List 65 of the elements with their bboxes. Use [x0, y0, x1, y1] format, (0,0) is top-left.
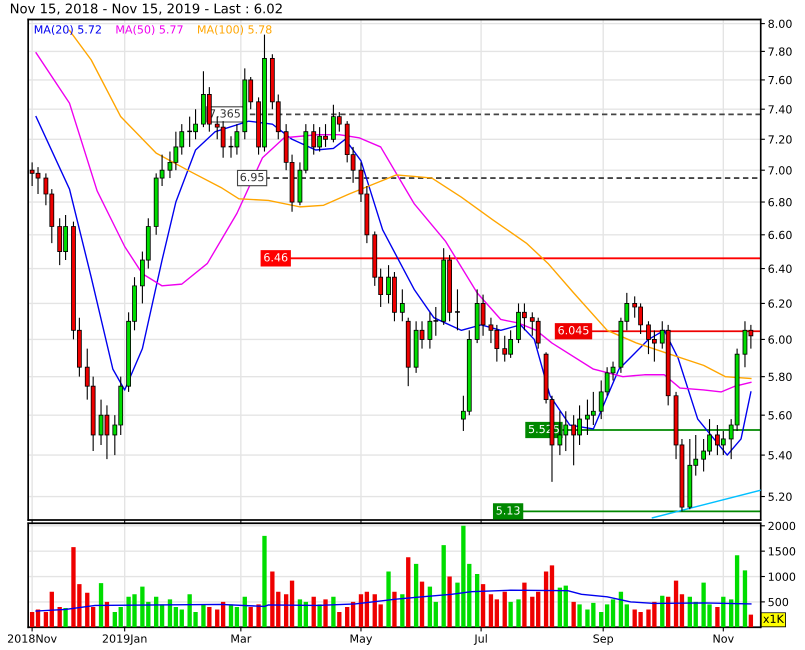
bar	[442, 545, 446, 628]
bar	[400, 594, 404, 628]
x-tick-label: Mar	[231, 634, 252, 643]
y-tick-label: 7.60	[768, 76, 792, 84]
text: MA(20) 5.72	[34, 25, 101, 35]
text: x1K	[763, 614, 784, 623]
chart-title: Nov 15, 2018 - Nov 15, 2019 - Last : 6.02	[10, 3, 282, 15]
bar	[666, 596, 670, 628]
annotation: 6.46	[264, 253, 288, 262]
bar	[63, 608, 68, 628]
bar	[58, 606, 62, 628]
bar	[262, 536, 267, 628]
y-tick-label: 6.20	[768, 299, 792, 308]
y-tick-label: 5.20	[768, 492, 792, 501]
bar	[715, 606, 720, 628]
line-series	[35, 590, 752, 612]
bar	[207, 606, 212, 628]
x-tick-label: 2019Jan	[102, 634, 146, 645]
y-tick-label: 6.00	[768, 335, 792, 344]
y-tick-label: 1500	[768, 547, 796, 556]
y-tick-label: 7.00	[768, 166, 792, 175]
bar	[474, 574, 480, 628]
y-tick-label: 6.60	[768, 230, 792, 240]
bar	[248, 606, 253, 628]
y-tick-label: 5.80	[768, 372, 792, 382]
annotation: 6.045	[558, 326, 588, 334]
y-tick-label: 5.60	[768, 411, 792, 420]
y-tick-label: 8.00	[768, 20, 792, 28]
x-tick-label: May	[350, 634, 372, 645]
y-tick-label: 7.40	[768, 105, 792, 114]
y-tick-label: 7.20	[768, 135, 792, 144]
bar	[748, 614, 754, 628]
bar	[317, 604, 322, 628]
text: MA(50) 5.77	[116, 25, 183, 35]
annotation: 6.95	[240, 172, 264, 182]
bar	[242, 596, 247, 628]
bar	[544, 571, 548, 628]
x-tick-label: Nov	[714, 634, 734, 643]
y-tick-label: 500	[768, 598, 788, 606]
bar	[516, 599, 521, 628]
text: MA(100) 5.78	[198, 25, 272, 35]
bar	[577, 604, 582, 628]
y-tick-label: 6.40	[768, 264, 792, 273]
y-tick-label: 1000	[768, 572, 796, 581]
bar	[312, 596, 316, 628]
candlestick	[455, 288, 460, 331]
y-tick-label: 5.40	[768, 451, 792, 460]
x-tick-label: Sep	[593, 634, 614, 645]
bar	[447, 576, 452, 628]
x-tick-label: 2018Nov	[8, 634, 57, 643]
bar	[406, 557, 410, 628]
bar	[414, 564, 418, 628]
candlestick	[400, 288, 405, 322]
bar	[331, 596, 336, 628]
bar	[508, 602, 513, 628]
y-tick-label: 2000	[768, 522, 796, 530]
bar	[721, 596, 726, 628]
bar	[337, 612, 342, 628]
y-tick-label: 6.80	[768, 198, 792, 206]
bar	[571, 602, 576, 628]
y-tick-label: 7.80	[768, 47, 792, 56]
bar	[502, 592, 507, 628]
bar	[660, 596, 664, 628]
annotation: 5.13	[496, 506, 520, 515]
x-tick-label: Jul	[474, 634, 487, 645]
